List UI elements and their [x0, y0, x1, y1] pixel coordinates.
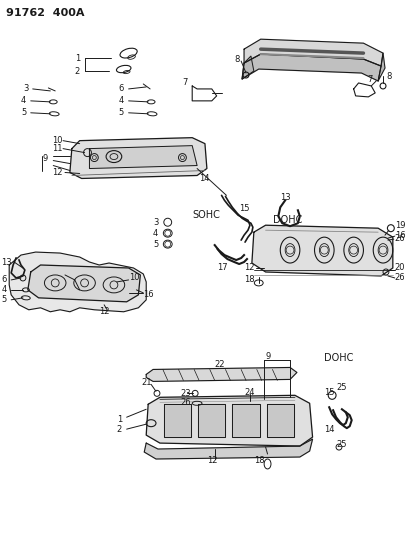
Text: 24: 24 [244, 388, 255, 397]
Polygon shape [89, 146, 197, 168]
Text: 15: 15 [324, 388, 335, 397]
Text: 4: 4 [1, 285, 7, 294]
Polygon shape [252, 225, 393, 276]
Text: 4: 4 [153, 229, 158, 238]
Text: 22: 22 [215, 360, 225, 369]
Text: 13: 13 [1, 257, 12, 266]
Text: 26: 26 [395, 273, 406, 282]
Polygon shape [244, 39, 383, 66]
Text: 25: 25 [336, 440, 346, 449]
Text: 91762  400A: 91762 400A [6, 9, 85, 18]
Polygon shape [242, 56, 254, 79]
Text: 3: 3 [153, 218, 158, 227]
Polygon shape [146, 395, 313, 446]
Text: 13: 13 [280, 193, 291, 202]
Text: 16: 16 [395, 231, 406, 240]
Text: 20: 20 [395, 263, 405, 272]
Text: 5: 5 [153, 240, 158, 248]
Text: SOHC: SOHC [192, 210, 220, 220]
Text: 25: 25 [336, 383, 346, 392]
Text: 10: 10 [52, 136, 63, 145]
Text: 12: 12 [99, 307, 110, 316]
Text: 16: 16 [143, 290, 154, 300]
Text: 23: 23 [180, 389, 191, 398]
Text: 1: 1 [75, 54, 80, 62]
Text: 8: 8 [234, 54, 239, 63]
Text: 17: 17 [217, 263, 227, 272]
Text: DOHC: DOHC [273, 215, 303, 225]
Text: 14: 14 [199, 174, 210, 183]
Polygon shape [266, 404, 294, 437]
Text: 2: 2 [75, 67, 80, 76]
Text: 4: 4 [119, 96, 124, 106]
Text: DOHC: DOHC [324, 352, 354, 362]
Text: 6: 6 [1, 276, 7, 285]
Text: 21: 21 [141, 378, 152, 387]
Text: 26: 26 [180, 398, 191, 407]
Polygon shape [232, 404, 260, 437]
Text: 5: 5 [1, 295, 7, 304]
Text: 11: 11 [52, 144, 63, 153]
Polygon shape [144, 439, 313, 459]
Text: 18: 18 [254, 456, 264, 465]
Text: 8: 8 [386, 72, 391, 82]
Text: 2: 2 [117, 425, 122, 434]
Text: 12: 12 [207, 456, 217, 465]
Polygon shape [70, 138, 207, 179]
Polygon shape [198, 404, 226, 437]
Text: 10: 10 [129, 273, 139, 282]
Polygon shape [9, 252, 146, 312]
Text: 1: 1 [117, 415, 122, 424]
Text: 4: 4 [21, 96, 26, 106]
Polygon shape [146, 367, 297, 382]
Polygon shape [28, 265, 140, 302]
Text: 18: 18 [244, 276, 255, 285]
Text: 26: 26 [395, 233, 406, 243]
Text: 7: 7 [182, 78, 188, 87]
Text: 19: 19 [395, 221, 405, 230]
Text: 6: 6 [119, 84, 124, 93]
Text: 12: 12 [52, 168, 63, 177]
Text: 3: 3 [23, 84, 28, 93]
Text: 9: 9 [42, 154, 48, 163]
Text: 7: 7 [367, 76, 373, 84]
Polygon shape [242, 54, 381, 81]
Text: 5: 5 [21, 108, 26, 117]
Text: 14: 14 [324, 425, 335, 434]
Text: 15: 15 [239, 204, 250, 213]
Polygon shape [164, 404, 191, 437]
Polygon shape [378, 53, 385, 81]
Text: 12: 12 [244, 263, 255, 272]
Text: 9: 9 [266, 352, 271, 361]
Text: 5: 5 [119, 108, 124, 117]
